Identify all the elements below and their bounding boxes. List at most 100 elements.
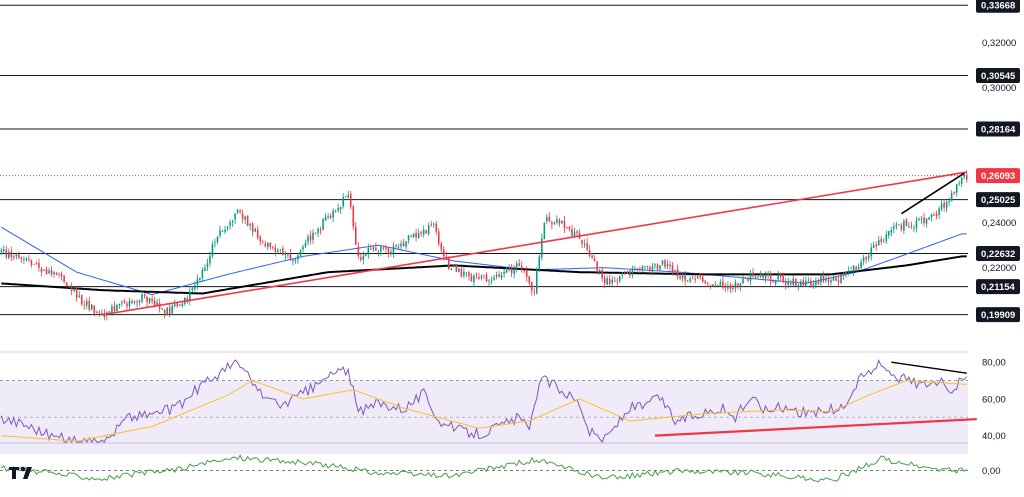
candle: [885, 230, 888, 244]
candle-body: [347, 194, 350, 198]
candle-body: [571, 229, 573, 236]
candle-body: [626, 271, 629, 274]
rsi-axis[interactable]: 80,00 60,00 40,00: [982, 358, 1006, 442]
candle: [538, 254, 541, 273]
candle-body: [382, 247, 385, 249]
candle-body: [392, 246, 395, 253]
candle: [923, 212, 925, 227]
candle: [382, 245, 385, 251]
candle-body: [938, 208, 940, 215]
level-label: 0,33668: [981, 1, 1015, 12]
candle: [940, 198, 943, 212]
candle: [2, 245, 5, 254]
candle-body: [239, 210, 241, 213]
candle: [251, 222, 254, 237]
candle: [387, 246, 390, 258]
candle-body: [173, 304, 176, 307]
candle-body: [747, 277, 749, 281]
candle-body: [576, 231, 578, 234]
momentum-line: [0, 454, 967, 483]
candle: [563, 215, 566, 234]
momentum-axis[interactable]: 0,00: [982, 466, 1001, 477]
candle-body: [621, 272, 624, 276]
candle-body: [855, 266, 857, 270]
candle: [591, 252, 593, 260]
candle-body: [118, 303, 121, 306]
candle: [903, 218, 905, 235]
candle-body: [533, 291, 536, 293]
candle: [696, 274, 699, 280]
candle-body: [646, 266, 649, 268]
candle-body: [815, 280, 817, 286]
candle-body: [691, 277, 694, 279]
candle-body: [319, 229, 322, 231]
candle: [495, 271, 498, 280]
candle: [722, 276, 724, 290]
candle-body: [727, 286, 729, 289]
candle-body: [55, 272, 58, 275]
candle-body: [847, 270, 850, 272]
candle-body: [354, 226, 357, 246]
candle: [101, 309, 103, 315]
candle-body: [681, 273, 684, 279]
candle-body: [943, 202, 945, 208]
candle: [53, 270, 55, 278]
candle: [80, 294, 83, 306]
candle-body: [287, 254, 289, 256]
candle: [744, 277, 747, 279]
candle: [782, 272, 784, 284]
candle-body: [857, 267, 860, 270]
candle: [354, 221, 357, 246]
candle: [415, 228, 417, 242]
candle: [199, 277, 201, 282]
candle: [546, 213, 548, 224]
candle-body: [274, 247, 277, 252]
candle: [915, 216, 918, 233]
candle-body: [556, 219, 558, 223]
candle: [510, 263, 513, 277]
level-label-box: [976, 0, 1020, 13]
candle: [385, 244, 387, 253]
candle: [674, 269, 676, 276]
price-axis[interactable]: 0,32000 0,30000 0,24000 0,22000: [982, 38, 1016, 274]
candle-body: [450, 268, 453, 270]
candle: [774, 279, 777, 287]
candle-body: [701, 276, 704, 283]
candle-body: [940, 203, 943, 210]
candle-body: [696, 276, 699, 279]
candle-body: [759, 273, 762, 277]
candle-body: [893, 226, 895, 229]
candle-body: [75, 288, 78, 298]
candle: [45, 266, 48, 275]
candle: [865, 255, 867, 264]
candle-body: [684, 274, 686, 281]
candle: [717, 284, 719, 287]
candle: [90, 303, 93, 311]
candle: [347, 190, 350, 199]
candle: [370, 244, 372, 250]
ma-short-line: [1, 226, 967, 296]
candle-body: [90, 304, 93, 310]
tradingview-logo-icon[interactable]: [8, 464, 38, 482]
candle: [581, 239, 583, 249]
candle: [402, 238, 405, 247]
candle: [860, 258, 862, 269]
candle: [73, 285, 75, 293]
candle: [360, 253, 362, 263]
candle-body: [953, 191, 955, 194]
candle: [649, 265, 651, 276]
price-tick-label: 0,22000: [982, 263, 1016, 274]
candle: [812, 279, 815, 290]
candle: [204, 264, 206, 272]
candle-body: [211, 244, 214, 257]
candle: [895, 221, 898, 230]
candle-body: [367, 248, 370, 255]
candle-body: [880, 239, 883, 242]
candle-body: [588, 250, 591, 256]
candle-body: [601, 270, 603, 279]
candle: [631, 265, 634, 279]
candle: [639, 266, 641, 274]
candle: [88, 296, 91, 312]
candle-body: [709, 284, 712, 286]
